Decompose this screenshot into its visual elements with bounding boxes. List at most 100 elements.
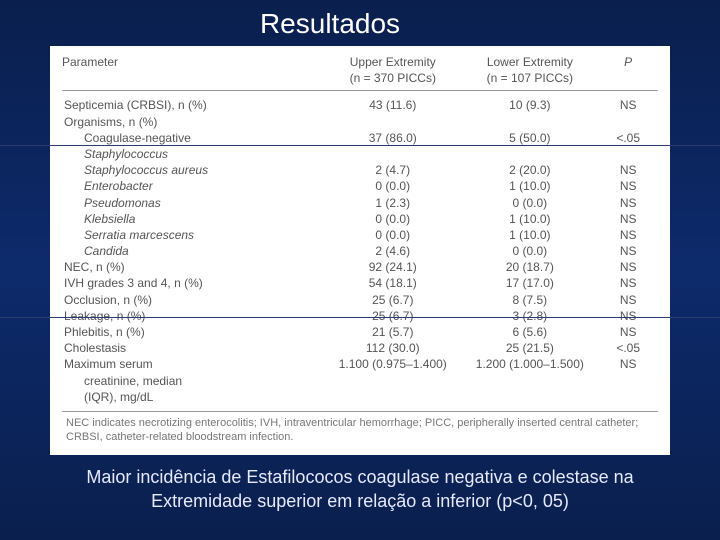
- row-lower: 8 (7.5): [461, 292, 598, 308]
- table-row: Candida2 (4.6)0 (0.0)NS: [62, 243, 658, 259]
- table-row: NEC, n (%)92 (24.1)20 (18.7)NS: [62, 259, 658, 275]
- row-label: NEC, n (%): [62, 259, 324, 275]
- col-upper: Upper Extremity (n = 370 PICCs): [324, 54, 461, 86]
- row-p: NS: [598, 308, 658, 324]
- row-upper: 25 (6.7): [324, 308, 461, 324]
- row-lower: [461, 114, 598, 130]
- row-upper: [324, 146, 461, 162]
- row-p: NS: [598, 97, 658, 113]
- slide-caption: Maior incidência de Estafilococos coagul…: [0, 455, 720, 514]
- row-lower: [461, 373, 598, 389]
- row-label: Leakage, n (%): [62, 308, 324, 324]
- table-row: Organisms, n (%): [62, 114, 658, 130]
- col-lower: Lower Extremity (n = 107 PICCs): [461, 54, 598, 86]
- row-label: Phlebitis, n (%): [62, 324, 324, 340]
- row-p: NS: [598, 259, 658, 275]
- row-lower: 1 (10.0): [461, 178, 598, 194]
- col-p: P: [598, 54, 658, 86]
- row-upper: 54 (18.1): [324, 275, 461, 291]
- table-row: Leakage, n (%)25 (6.7)3 (2.8)NS: [62, 308, 658, 324]
- row-p: [598, 373, 658, 389]
- row-lower: [461, 146, 598, 162]
- col-parameter: Parameter: [62, 54, 324, 86]
- row-label: Candida: [62, 243, 324, 259]
- row-p: NS: [598, 211, 658, 227]
- row-upper: [324, 389, 461, 405]
- row-p: NS: [598, 178, 658, 194]
- row-upper: 0 (0.0): [324, 211, 461, 227]
- row-lower: 3 (2.8): [461, 308, 598, 324]
- row-label: Staphylococcus aureus: [62, 162, 324, 178]
- row-label: Occlusion, n (%): [62, 292, 324, 308]
- row-lower: 6 (5.6): [461, 324, 598, 340]
- row-label: Cholestasis: [62, 340, 324, 356]
- row-label: Staphylococcus: [62, 146, 324, 162]
- table-header: Parameter Upper Extremity (n = 370 PICCs…: [62, 54, 658, 91]
- table-row: Klebsiella0 (0.0)1 (10.0)NS: [62, 211, 658, 227]
- row-upper: 112 (30.0): [324, 340, 461, 356]
- row-lower: 0 (0.0): [461, 243, 598, 259]
- row-upper: 21 (5.7): [324, 324, 461, 340]
- results-table: Parameter Upper Extremity (n = 370 PICCs…: [50, 46, 670, 455]
- row-label: Septicemia (CRBSI), n (%): [62, 97, 324, 113]
- row-label: Klebsiella: [62, 211, 324, 227]
- row-label: Enterobacter: [62, 178, 324, 194]
- row-upper: 37 (86.0): [324, 130, 461, 146]
- row-p: NS: [598, 275, 658, 291]
- table-row: Maximum serum1.100 (0.975–1.400)1.200 (1…: [62, 356, 658, 372]
- row-lower: 20 (18.7): [461, 259, 598, 275]
- row-lower: 1 (10.0): [461, 211, 598, 227]
- table-row: Staphylococcus aureus2 (4.7)2 (20.0)NS: [62, 162, 658, 178]
- row-upper: 1.100 (0.975–1.400): [324, 356, 461, 372]
- row-label: Pseudomonas: [62, 195, 324, 211]
- table-row: Enterobacter0 (0.0)1 (10.0)NS: [62, 178, 658, 194]
- row-p: [598, 389, 658, 405]
- table-row: IVH grades 3 and 4, n (%)54 (18.1)17 (17…: [62, 275, 658, 291]
- row-upper: [324, 373, 461, 389]
- table-row: Cholestasis112 (30.0)25 (21.5)<.05: [62, 340, 658, 356]
- row-label: (IQR), mg/dL: [62, 389, 324, 405]
- row-upper: 92 (24.1): [324, 259, 461, 275]
- row-p: NS: [598, 356, 658, 372]
- table-row: Phlebitis, n (%)21 (5.7)6 (5.6)NS: [62, 324, 658, 340]
- row-upper: 43 (11.6): [324, 97, 461, 113]
- row-p: NS: [598, 243, 658, 259]
- table-row: Serratia marcescens0 (0.0)1 (10.0)NS: [62, 227, 658, 243]
- row-label: IVH grades 3 and 4, n (%): [62, 275, 324, 291]
- table-row: (IQR), mg/dL: [62, 389, 658, 405]
- table-row: Pseudomonas1 (2.3)0 (0.0)NS: [62, 195, 658, 211]
- row-p: NS: [598, 292, 658, 308]
- row-label: creatinine, median: [62, 373, 324, 389]
- table-row: Occlusion, n (%)25 (6.7)8 (7.5)NS: [62, 292, 658, 308]
- row-p: NS: [598, 162, 658, 178]
- row-lower: [461, 389, 598, 405]
- row-lower: 25 (21.5): [461, 340, 598, 356]
- row-lower: 2 (20.0): [461, 162, 598, 178]
- table-footnote: NEC indicates necrotizing enterocolitis;…: [62, 416, 658, 445]
- row-p: [598, 114, 658, 130]
- row-lower: 1.200 (1.000–1.500): [461, 356, 598, 372]
- row-p: <.05: [598, 340, 658, 356]
- row-p: NS: [598, 324, 658, 340]
- row-p: NS: [598, 227, 658, 243]
- row-upper: 2 (4.7): [324, 162, 461, 178]
- row-upper: 0 (0.0): [324, 227, 461, 243]
- row-upper: 25 (6.7): [324, 292, 461, 308]
- row-p: NS: [598, 195, 658, 211]
- row-lower: 5 (50.0): [461, 130, 598, 146]
- row-lower: 10 (9.3): [461, 97, 598, 113]
- row-lower: 1 (10.0): [461, 227, 598, 243]
- row-upper: 2 (4.6): [324, 243, 461, 259]
- row-label: Coagulase-negative: [62, 130, 324, 146]
- table-row: creatinine, median: [62, 373, 658, 389]
- row-upper: 0 (0.0): [324, 178, 461, 194]
- row-label: Serratia marcescens: [62, 227, 324, 243]
- table-row: Staphylococcus: [62, 146, 658, 162]
- row-label: Maximum serum: [62, 356, 324, 372]
- row-lower: 17 (17.0): [461, 275, 598, 291]
- row-upper: 1 (2.3): [324, 195, 461, 211]
- row-lower: 0 (0.0): [461, 195, 598, 211]
- table-row: Coagulase-negative37 (86.0)5 (50.0)<.05: [62, 130, 658, 146]
- row-p: [598, 146, 658, 162]
- table-row: Septicemia (CRBSI), n (%)43 (11.6)10 (9.…: [62, 97, 658, 113]
